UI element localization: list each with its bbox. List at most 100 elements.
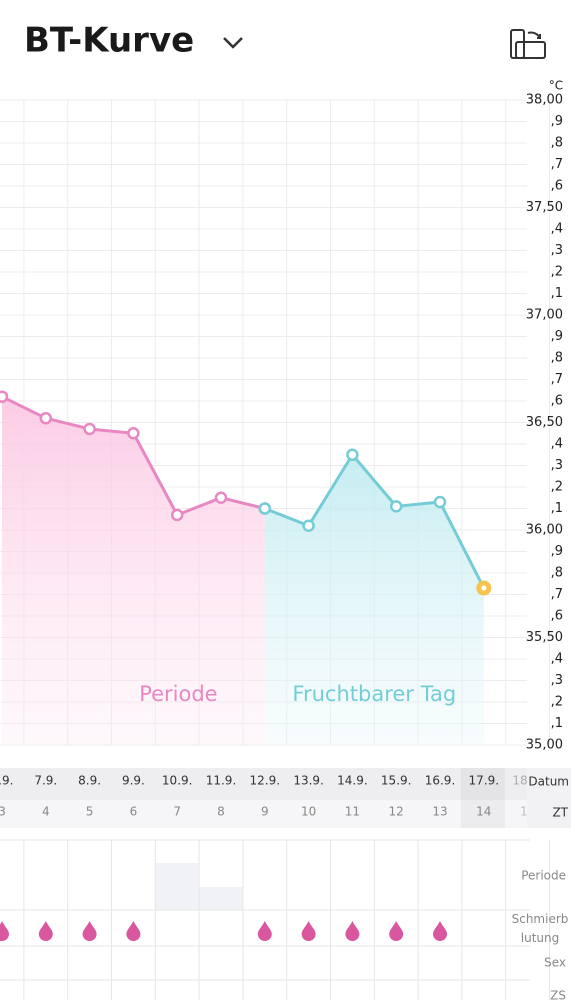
cycle-day-label: 14: [476, 805, 491, 819]
y-tick-label: ,8: [551, 566, 563, 581]
row-label-text: Schmierblutung: [511, 912, 569, 945]
y-tick-label: ,6: [551, 609, 563, 624]
label-backdrop: [527, 768, 571, 828]
y-tick-label: ,2: [551, 265, 563, 280]
marker: [83, 422, 96, 436]
date-label: 17.9.: [469, 774, 500, 788]
date-label: 6.9.: [0, 774, 13, 788]
y-tick-label: ,1: [551, 501, 563, 516]
marker: [258, 502, 272, 515]
series-label: Fruchtbarer Tag: [292, 682, 456, 706]
y-tick-label: 36,50: [526, 415, 563, 430]
table: [0, 839, 550, 1000]
marker: [389, 500, 403, 513]
cycle-day-label: 8: [217, 805, 225, 819]
y-tick-label: ,8: [551, 136, 563, 151]
y-tick-label: ,4: [551, 652, 563, 667]
today-highlight: [461, 768, 505, 828]
spotting-drop: [345, 921, 360, 941]
date-label: 7.9.: [34, 774, 57, 788]
y-tick-label: 36,00: [526, 523, 563, 538]
date-label: 9.9.: [122, 774, 145, 788]
cycle-day-label: 5: [86, 805, 94, 819]
date-label: 14.9.: [337, 774, 368, 788]
y-tick-label: ,7: [551, 372, 563, 387]
title: BT-Kurve: [24, 21, 194, 61]
y-tick-label: ,3: [551, 673, 563, 688]
date-label: 8.9.: [78, 774, 101, 788]
y-tick-label: 38,00: [526, 93, 563, 108]
date-label: 13.9.: [293, 774, 324, 788]
y-tick-label: ,3: [551, 243, 563, 258]
cycle-day-label: 10: [301, 805, 316, 819]
cycle-day-label: 11: [345, 805, 360, 819]
y-tick-label: ,2: [551, 695, 563, 710]
marker: [433, 495, 447, 509]
y-tick-label: ,1: [551, 716, 563, 731]
marker: [302, 519, 315, 532]
cycle-day-label: 4: [42, 805, 50, 819]
marker: [39, 411, 53, 425]
marker: [170, 508, 184, 522]
period-cell: [199, 887, 243, 910]
cycle-day-label: 9: [261, 805, 269, 819]
row-label: Schmierblutung: [511, 912, 569, 945]
y-tick-label: 35,00: [526, 738, 563, 753]
plot: Periode Fruchtbarer Tag: [0, 99, 550, 746]
spotting-drop: [433, 921, 447, 941]
line: [264, 453, 486, 589]
row-label: Periode: [521, 869, 566, 883]
unit: °C: [549, 79, 563, 93]
area: [264, 454, 484, 745]
row-label: ZS: [550, 989, 566, 1001]
y-tick-label: 35,50: [526, 630, 563, 645]
y-tick-label: 37,50: [526, 200, 563, 215]
spotting-drop: [126, 921, 141, 941]
date-row-label: Datum: [528, 775, 569, 789]
date-label: 16.9.: [425, 774, 456, 788]
y-tick-label: ,9: [551, 114, 563, 129]
y-tick-label: ,4: [551, 222, 563, 237]
spotting-drop: [82, 921, 97, 941]
marker: [214, 491, 228, 504]
date-row: [0, 768, 571, 800]
date-label: 12.9.: [250, 774, 281, 788]
y-tick-label: ,7: [551, 157, 563, 172]
row-label: Sex: [544, 956, 566, 970]
area: [2, 396, 265, 745]
cycle-day-label: 3: [0, 805, 6, 819]
date-label: 10.9.: [162, 774, 193, 788]
marker: [0, 390, 9, 403]
y-tick-label: ,6: [551, 179, 563, 194]
spotting-drop: [301, 921, 316, 941]
cycle-day-row-label: ZT: [552, 806, 568, 820]
cycle-day-label: 12: [389, 805, 404, 819]
spotting-drop: [0, 921, 9, 941]
y-tick-label: ,4: [551, 437, 563, 452]
date-label: 15.9.: [381, 774, 412, 788]
y-tick-label: ,9: [551, 544, 563, 559]
marker: [346, 448, 359, 461]
dropdown-chevron[interactable]: [223, 37, 243, 49]
y-tick-label: ,9: [551, 329, 563, 344]
spotting-drop: [389, 921, 404, 941]
marker-special-center: [481, 585, 487, 591]
y-tick-label: ,3: [551, 458, 563, 473]
y-tick-label: ,2: [551, 480, 563, 495]
spotting-drop: [257, 921, 272, 941]
cycle-day-label: 6: [130, 805, 138, 819]
date-label: 11.9.: [206, 774, 237, 788]
cycle-day-label: 7: [173, 805, 181, 819]
y-tick-label: ,7: [551, 587, 563, 602]
cycle-day-row: [0, 800, 571, 828]
rotate-icon[interactable]: [510, 29, 546, 59]
period-cell: [155, 863, 199, 910]
y-tick-label: ,8: [551, 351, 563, 366]
cycle-day-label: 13: [432, 805, 447, 819]
spotting-drop: [38, 921, 53, 941]
y-tick-label: ,1: [551, 286, 563, 301]
series-label: Periode: [139, 682, 217, 706]
y-tick-label: 37,00: [526, 308, 563, 323]
